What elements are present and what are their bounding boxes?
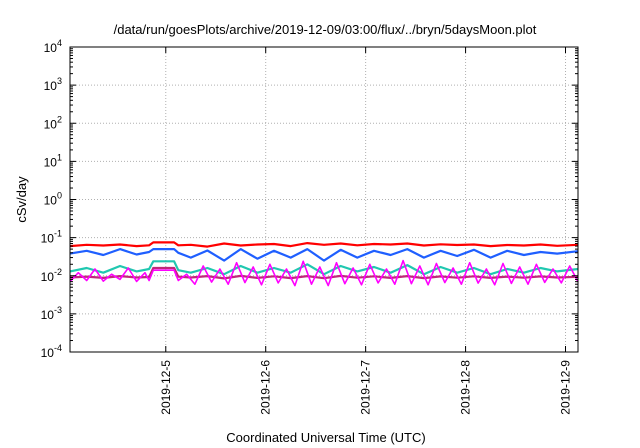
- series-line-2: [69, 248, 579, 262]
- y-tick-label: 10-3: [41, 305, 62, 322]
- y-tick-label: 10-2: [41, 267, 62, 284]
- plot-frame: [69, 46, 579, 353]
- series-layer: [69, 241, 579, 287]
- y-tick-label: 104: [44, 38, 62, 55]
- y-tick-label: 103: [44, 76, 62, 93]
- y-tick-label: 100: [44, 191, 62, 208]
- x-tick-label: 2019-12-9: [559, 360, 573, 415]
- chart-title: /data/run/goesPlots/archive/2019-12-09/0…: [114, 22, 537, 37]
- y-axis-ticks: 10-4 10-3 10-2 10-1 100 101 102 103 104: [41, 38, 578, 360]
- series-line-1: [69, 241, 579, 248]
- y-axis-label: cSv/day: [14, 176, 29, 223]
- x-tick-label: 2019-12-7: [359, 360, 373, 415]
- y-tick-label: 10-1: [41, 229, 62, 246]
- x-tick-label: 2019-12-5: [159, 360, 173, 415]
- y-tick-label: 10-4: [41, 343, 62, 360]
- x-tick-label: 2019-12-6: [259, 360, 273, 415]
- series-line-5: [69, 259, 579, 287]
- y-tick-label: 102: [44, 114, 62, 131]
- series-line-4: [69, 266, 579, 280]
- x-axis-ticks: 2019-12-5 2019-12-6 2019-12-7 2019-12-8 2019…: [159, 47, 573, 415]
- x-tick-label: 2019-12-8: [459, 360, 473, 415]
- grid-lines: [70, 47, 578, 352]
- y-tick-label: 101: [44, 152, 62, 169]
- x-axis-label: Coordinated Universal Time (UTC): [226, 430, 425, 445]
